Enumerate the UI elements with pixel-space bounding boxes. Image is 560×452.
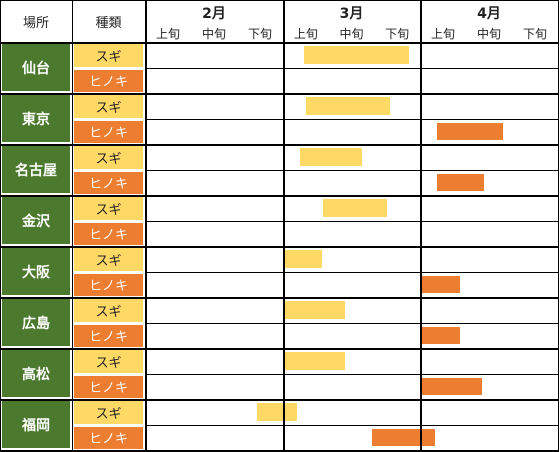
city-divider	[0, 246, 559, 248]
city-divider	[0, 195, 559, 197]
city-cell: 大阪	[2, 248, 70, 295]
city-divider	[0, 297, 559, 299]
hinoki-season-bar	[419, 275, 461, 293]
city-cell: 東京	[2, 95, 70, 142]
city-cell: 仙台	[2, 44, 70, 91]
month-header: 2月	[202, 6, 226, 22]
hinoki-season-bar	[436, 122, 504, 140]
species-sugi-label: スギ	[74, 146, 143, 169]
month-header: 3月	[339, 6, 364, 22]
header-divider	[0, 42, 559, 44]
city-divider	[0, 348, 559, 350]
species-sugi-label: スギ	[74, 299, 143, 322]
city-cell: 名古屋	[2, 146, 70, 193]
city-divider	[0, 399, 559, 401]
species-hinoki-label: ヒノキ	[74, 273, 143, 296]
city-cell: 高松	[2, 350, 70, 397]
city-divider	[0, 93, 559, 95]
species-sugi-label: スギ	[74, 350, 143, 373]
city-divider	[0, 144, 559, 146]
period-label: 下旬	[247, 26, 272, 41]
row-divider	[145, 169, 559, 171]
city-cell: 金沢	[2, 197, 70, 244]
species-hinoki-label: ヒノキ	[74, 69, 143, 92]
sugi-season-bar	[283, 301, 346, 319]
sugi-season-bar	[323, 199, 387, 217]
period-label: 下旬	[522, 26, 547, 41]
species-hinoki-label: ヒノキ	[74, 120, 143, 143]
left-border	[0, 0, 1, 452]
sugi-season-bar	[283, 250, 323, 268]
period-label: 中旬	[339, 26, 364, 41]
hinoki-season-bar	[436, 173, 484, 191]
species-hinoki-label: ヒノキ	[74, 324, 143, 347]
hinoki-season-bar	[371, 428, 436, 446]
period-label: 上旬	[293, 26, 318, 41]
period-label: 中旬	[476, 26, 501, 41]
row-divider	[145, 118, 559, 120]
header-place: 場所	[22, 15, 49, 31]
species-sugi-label: スギ	[74, 44, 143, 67]
sugi-season-bar	[306, 97, 391, 115]
row-divider	[145, 67, 559, 69]
species-hinoki-label: ヒノキ	[74, 171, 143, 194]
type-column-divider	[145, 0, 147, 452]
row-divider	[145, 220, 559, 222]
city-column-divider	[72, 0, 73, 452]
species-sugi-label: スギ	[74, 401, 143, 424]
month-divider	[420, 0, 422, 452]
sugi-season-bar	[256, 403, 297, 421]
species-sugi-label: スギ	[74, 197, 143, 220]
bottom-border	[0, 450, 559, 452]
row-divider	[145, 322, 559, 324]
hinoki-season-bar	[419, 377, 482, 395]
top-border	[0, 0, 559, 1]
hinoki-season-bar	[419, 326, 461, 344]
row-divider	[145, 271, 559, 273]
header-type: 種類	[95, 15, 122, 31]
period-label: 下旬	[385, 26, 410, 41]
period-label: 上旬	[155, 26, 180, 41]
row-divider	[145, 373, 559, 375]
city-cell: 福岡	[2, 401, 70, 448]
right-border	[558, 0, 559, 452]
period-label: 中旬	[201, 26, 226, 41]
species-sugi-label: スギ	[74, 248, 143, 271]
period-label: 上旬	[430, 26, 455, 41]
species-hinoki-label: ヒノキ	[74, 426, 143, 449]
sugi-season-bar	[283, 352, 346, 370]
sugi-season-bar	[300, 148, 363, 166]
species-hinoki-label: ヒノキ	[74, 375, 143, 398]
species-hinoki-label: ヒノキ	[74, 222, 143, 245]
city-cell: 広島	[2, 299, 70, 346]
row-divider	[145, 424, 559, 426]
sugi-season-bar	[303, 46, 409, 64]
month-header: 4月	[477, 6, 501, 22]
month-divider	[283, 0, 285, 452]
species-sugi-label: スギ	[74, 95, 143, 118]
